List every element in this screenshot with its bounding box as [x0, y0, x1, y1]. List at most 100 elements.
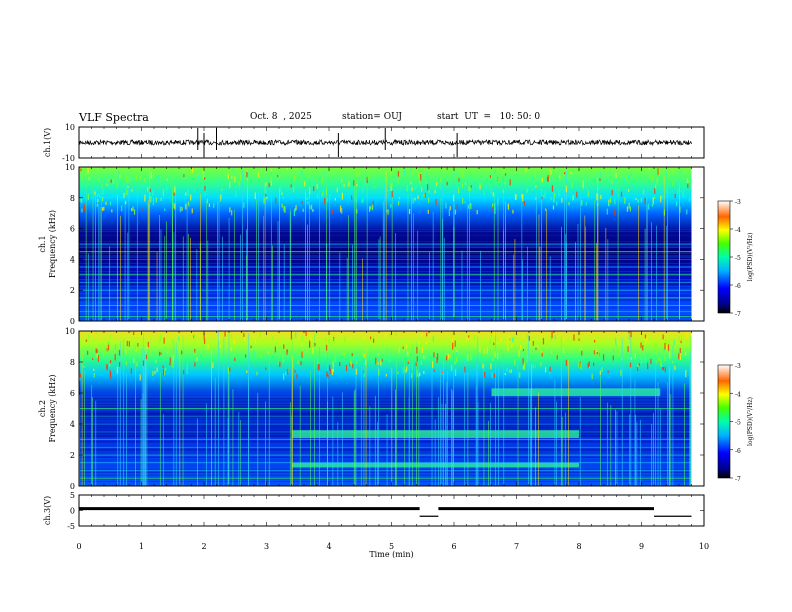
high-freq-noise	[224, 331, 226, 337]
high-freq-noise	[96, 349, 98, 355]
high-freq-noise	[550, 350, 553, 354]
high-freq-noise	[414, 185, 416, 191]
high-freq-noise	[483, 348, 486, 355]
high-freq-noise	[678, 353, 680, 360]
high-freq-noise	[183, 370, 185, 375]
high-freq-noise	[81, 173, 83, 181]
high-freq-noise	[152, 198, 154, 206]
high-freq-noise	[270, 180, 272, 186]
high-freq-noise	[375, 360, 378, 365]
high-freq-noise	[553, 197, 555, 203]
high-freq-noise	[445, 202, 447, 209]
high-freq-noise	[503, 169, 505, 175]
high-freq-noise	[160, 352, 162, 355]
high-freq-noise	[173, 192, 175, 196]
high-freq-noise	[301, 170, 303, 176]
high-freq-noise	[310, 204, 313, 210]
high-freq-noise	[573, 334, 575, 341]
high-freq-noise	[549, 366, 551, 372]
high-freq-noise	[144, 177, 146, 183]
high-freq-noise	[615, 172, 617, 179]
high-freq-noise	[321, 180, 323, 184]
high-freq-noise	[247, 173, 249, 177]
high-freq-noise	[310, 337, 312, 342]
high-freq-noise	[178, 336, 180, 342]
high-freq-noise	[655, 344, 657, 349]
high-freq-noise	[355, 368, 357, 375]
high-freq-noise	[629, 362, 632, 368]
high-freq-noise	[486, 346, 488, 354]
high-freq-noise	[227, 367, 230, 373]
high-freq-noise	[388, 358, 391, 362]
x-tick-label: 8	[576, 542, 581, 551]
high-freq-noise	[454, 340, 456, 347]
panel-ch1-waveform: 10 -10 ch.1(V)	[43, 123, 705, 163]
high-freq-noise	[126, 340, 128, 347]
high-freq-noise	[328, 181, 330, 186]
high-freq-noise	[332, 368, 334, 373]
colorbar	[717, 200, 731, 314]
high-freq-noise	[173, 202, 175, 209]
high-freq-noise	[436, 356, 438, 364]
high-freq-noise	[270, 175, 272, 181]
colorbar-tick-label: -6	[735, 283, 741, 290]
high-freq-noise	[416, 346, 418, 354]
high-freq-noise	[615, 343, 617, 347]
high-freq-noise	[411, 372, 413, 379]
high-freq-noise	[416, 356, 418, 362]
high-freq-noise	[611, 189, 613, 196]
high-freq-noise	[564, 171, 566, 175]
high-freq-noise	[317, 364, 319, 371]
high-freq-noise	[367, 174, 369, 181]
y-tick-label: 10	[65, 327, 75, 336]
high-freq-noise	[568, 201, 570, 206]
high-freq-noise	[348, 181, 350, 187]
high-freq-noise	[658, 357, 660, 361]
high-freq-noise	[479, 345, 481, 353]
high-freq-noise	[525, 167, 527, 173]
high-freq-noise	[493, 373, 495, 378]
high-freq-noise	[537, 344, 539, 347]
high-freq-noise	[519, 372, 521, 378]
high-freq-noise	[295, 332, 297, 339]
high-freq-noise	[166, 351, 169, 354]
high-freq-noise	[124, 192, 126, 195]
high-freq-noise	[238, 179, 240, 187]
colorbar-tick-label: -6	[735, 448, 741, 455]
high-freq-noise	[545, 208, 547, 211]
high-freq-noise	[417, 172, 420, 178]
high-freq-noise	[338, 182, 340, 187]
high-freq-noise	[511, 344, 513, 348]
high-freq-noise	[201, 184, 203, 189]
high-freq-noise	[97, 198, 99, 203]
high-freq-noise	[98, 179, 100, 182]
high-freq-noise	[266, 197, 268, 200]
colorbar-label: log(PSD)(V²/Hz)	[747, 233, 754, 282]
high-freq-noise	[259, 331, 261, 338]
high-freq-noise	[414, 197, 416, 201]
high-freq-noise	[231, 210, 233, 216]
high-freq-noise	[628, 332, 630, 340]
high-freq-noise	[171, 339, 173, 343]
high-freq-noise	[349, 363, 351, 367]
high-freq-noise	[462, 171, 464, 178]
high-freq-noise	[672, 168, 674, 175]
high-freq-noise	[121, 205, 123, 212]
high-freq-noise	[159, 333, 162, 341]
high-freq-noise	[301, 343, 303, 346]
high-freq-noise	[101, 183, 103, 189]
high-freq-noise	[107, 343, 110, 351]
y-tick-label: 6	[70, 389, 75, 398]
high-freq-noise	[407, 351, 409, 357]
high-freq-noise	[644, 197, 646, 205]
high-freq-noise	[470, 203, 472, 210]
high-freq-noise	[126, 175, 128, 183]
high-freq-noise	[343, 184, 345, 187]
high-freq-noise	[254, 192, 256, 200]
high-freq-noise	[591, 373, 593, 380]
high-freq-noise	[578, 360, 580, 368]
high-freq-noise	[624, 177, 626, 182]
high-freq-noise	[654, 196, 656, 199]
high-freq-noise	[461, 183, 463, 188]
colorbar-tick-label: -3	[735, 199, 741, 206]
